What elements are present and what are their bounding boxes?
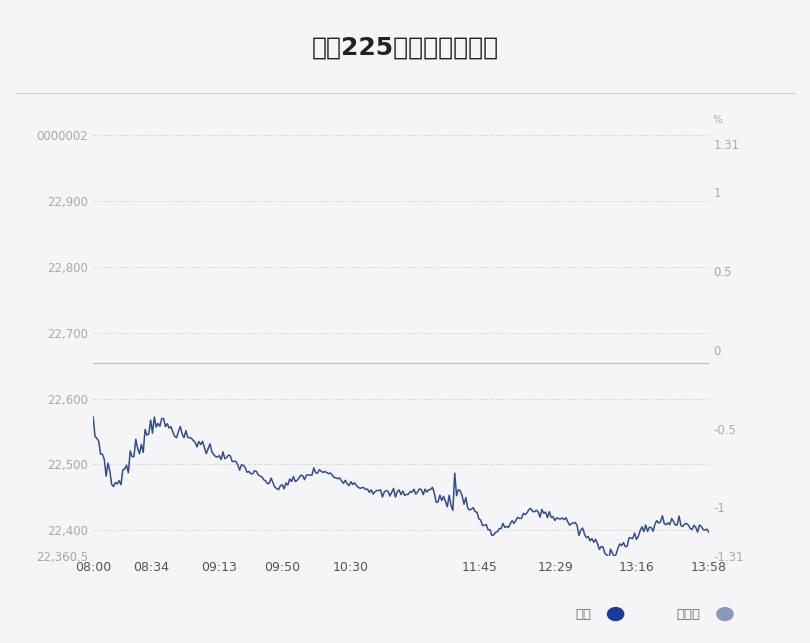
Text: 最新: 最新 [575,608,591,620]
Text: 日经225指数当日走势图: 日经225指数当日走势图 [311,35,499,59]
Text: %: % [713,115,723,125]
Text: 涨跌幅: 涨跌幅 [676,608,701,620]
